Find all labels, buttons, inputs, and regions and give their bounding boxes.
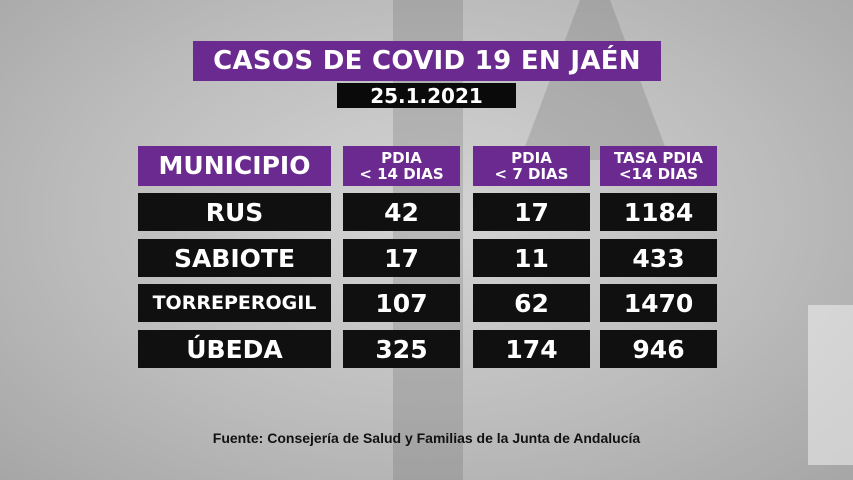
table-cell-pdia14: 107 <box>343 284 460 322</box>
header-line: PDIA <box>381 148 422 167</box>
table-cell-pdia7: 17 <box>473 193 590 231</box>
page-title: CASOS DE COVID 19 EN JAÉN <box>193 41 661 81</box>
table-cell-tasa: 946 <box>600 330 717 368</box>
source-caption: Fuente: Consejería de Salud y Familias d… <box>212 430 641 446</box>
table-cell-tasa: 1470 <box>600 284 717 322</box>
table-cell-municipio: ÚBEDA <box>138 330 331 368</box>
table-cell-pdia7: 62 <box>473 284 590 322</box>
header-tasa-pdia: TASA PDIA <14 DIAS <box>600 146 717 186</box>
header-pdia-14: PDIA < 14 DIAS <box>343 146 460 186</box>
table-cell-pdia14: 42 <box>343 193 460 231</box>
table-cell-tasa: 433 <box>600 239 717 277</box>
table-cell-tasa: 1184 <box>600 193 717 231</box>
date-label: 25.1.2021 <box>337 83 516 108</box>
table-cell-pdia7: 174 <box>473 330 590 368</box>
background-decoration <box>808 305 853 465</box>
header-line: < 7 DIAS <box>494 165 569 183</box>
header-line: <14 DIAS <box>618 165 699 183</box>
table-cell-municipio: RUS <box>138 193 331 231</box>
header-pdia-7: PDIA < 7 DIAS <box>473 146 590 186</box>
header-line: PDIA <box>511 148 552 167</box>
header-line: < 14 DIAS <box>359 165 444 183</box>
table-cell-pdia14: 325 <box>343 330 460 368</box>
table-cell-municipio: TORREPEROGIL <box>138 284 331 322</box>
table-cell-pdia7: 11 <box>473 239 590 277</box>
header-municipio: MUNICIPIO <box>138 146 331 186</box>
header-municipio-label: MUNICIPIO <box>158 151 311 181</box>
header-line: TASA PDIA <box>614 148 703 167</box>
table-cell-pdia14: 17 <box>343 239 460 277</box>
table-cell-municipio: SABIOTE <box>138 239 331 277</box>
